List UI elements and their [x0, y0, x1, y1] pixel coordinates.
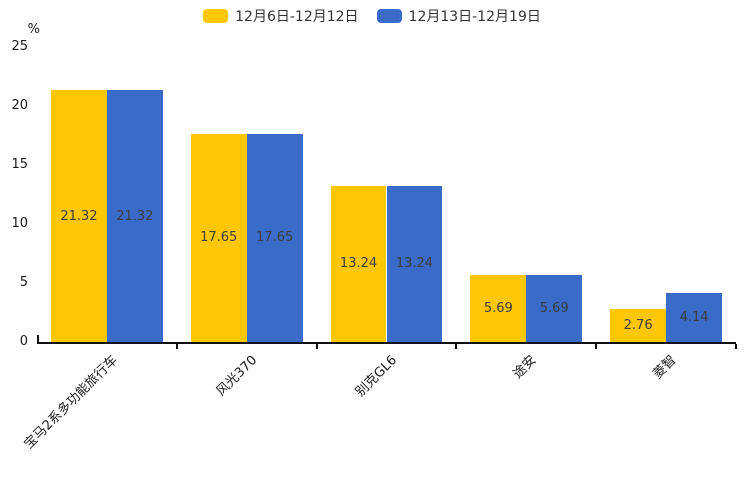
- legend-item-week2: 12月13日-12月19日: [376, 6, 541, 26]
- bar-value-label: 21.32: [60, 208, 98, 224]
- x-axis-category-label: 宝马2系多功能旅行车: [21, 352, 121, 453]
- y-axis-tick-label: 5: [19, 275, 28, 290]
- bar-series2-5: 4.14: [666, 293, 722, 342]
- x-axis-tick: [735, 344, 737, 349]
- y-axis-unit-label: %: [27, 22, 40, 37]
- bar-series2-2: 17.65: [246, 133, 303, 342]
- legend-item-week1: 12月6日-12月12日: [203, 6, 359, 26]
- y-axis-tick-label: 10: [11, 216, 28, 231]
- bar-value-label: 2.76: [623, 318, 653, 334]
- bar-series1-5: 2.76: [610, 309, 667, 342]
- bar-series1-4: 5.69: [470, 274, 527, 342]
- bar-series1-3: 13.24: [330, 185, 387, 342]
- bar-value-label: 17.65: [200, 230, 238, 246]
- y-axis-tick-label: 25: [11, 39, 28, 54]
- bar-series2-4: 5.69: [526, 274, 583, 342]
- bar-series1-2: 17.65: [190, 133, 247, 342]
- x-axis-tick: [315, 344, 318, 349]
- x-axis-tick: [455, 344, 458, 349]
- bar-series2-3: 13.24: [386, 185, 443, 342]
- legend-label-week1: 12月6日-12月12日: [235, 9, 359, 25]
- legend-label-week2: 12月13日-12月19日: [408, 9, 541, 25]
- x-axis-tick: [175, 344, 178, 349]
- legend-swatch-blue: [376, 9, 402, 23]
- x-axis-category-label: 别克GL6: [352, 352, 400, 400]
- bar-series1-1: 21.32: [50, 90, 107, 342]
- x-axis-category-label: 风光370: [213, 352, 261, 400]
- legend-swatch-yellow: [203, 9, 229, 23]
- bar-value-label: 21.32: [116, 208, 154, 224]
- bar-value-label: 17.65: [256, 230, 294, 246]
- x-axis-category-label: 途安: [510, 352, 540, 382]
- bar-value-label: 5.69: [483, 300, 513, 316]
- y-axis-stub: [37, 335, 39, 342]
- x-axis-category-label: 菱智: [650, 352, 680, 382]
- bar-value-label: 4.14: [679, 310, 709, 326]
- x-axis-tick: [595, 344, 598, 349]
- y-axis-tick-label: 15: [11, 157, 28, 172]
- bar-value-label: 5.69: [539, 300, 569, 316]
- bar-series2-1: 21.32: [106, 90, 163, 342]
- y-axis-tick-label: 0: [19, 334, 28, 349]
- y-axis-tick-label: 20: [11, 98, 28, 113]
- bar-value-label: 13.24: [339, 256, 378, 272]
- bar-value-label: 13.24: [395, 256, 434, 272]
- plot-area: 21.32 21.32 17.65 17.65 13.24 13.24 5.69 5.69 2.…: [37, 47, 736, 344]
- chart-legend: 12月6日-12月12日 12月13日-12月19日: [0, 6, 744, 26]
